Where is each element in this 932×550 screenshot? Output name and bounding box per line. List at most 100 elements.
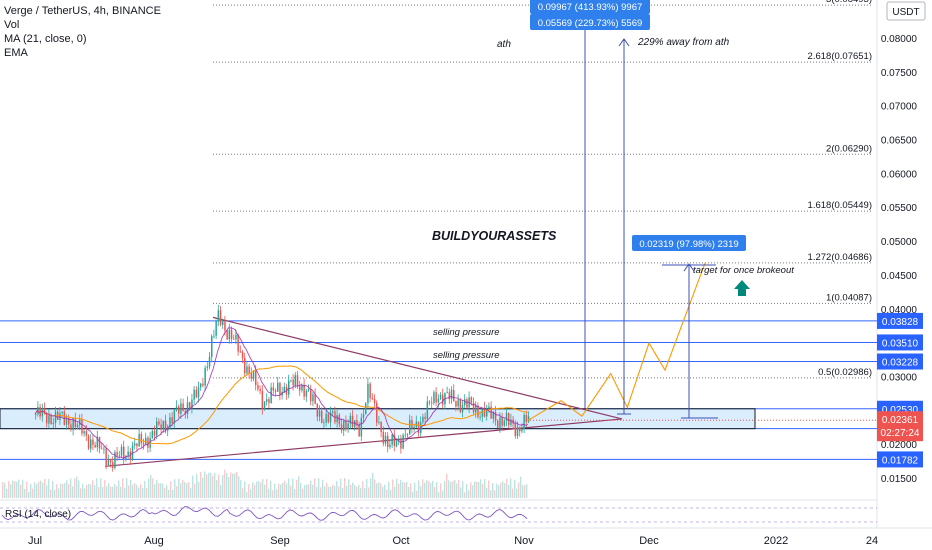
volume-bar [228, 476, 230, 498]
current-price-badge [877, 411, 923, 442]
volume-bar [146, 488, 148, 498]
volume-bar [134, 483, 136, 498]
candle-body [329, 412, 332, 423]
measure-arrowhead-target [683, 263, 695, 272]
volume-bar [190, 487, 192, 498]
level-price-badge-text: 0.03228 [882, 358, 919, 369]
level-price-badge-text: 0.03510 [882, 338, 919, 349]
candle-body [195, 389, 198, 398]
volume-bar [476, 481, 478, 498]
volume-bar [464, 492, 466, 498]
volume-bar [48, 479, 50, 498]
candle-body [48, 415, 50, 424]
volume-bar [40, 480, 42, 498]
candle-body [510, 419, 512, 425]
candle-body [428, 401, 431, 403]
currency-button[interactable] [886, 1, 926, 21]
candle-body [307, 389, 310, 391]
candle-body [160, 424, 162, 430]
fib-level-label: 0.5(0.02986) [818, 367, 872, 378]
volume-bar [66, 480, 68, 498]
volume-bar [170, 481, 172, 498]
candle-body [334, 411, 336, 423]
volume-bar [38, 481, 40, 498]
volume-bar [164, 487, 166, 498]
candle-body [257, 385, 259, 390]
candle-body [41, 407, 44, 417]
volume-bar [362, 481, 364, 498]
candle-body [519, 427, 521, 432]
ascending-trendline[interactable] [104, 418, 623, 467]
volume-bar [438, 492, 440, 498]
candle-body [490, 406, 492, 419]
candle-body [446, 392, 448, 394]
candle-body [461, 405, 464, 413]
volume-bar [492, 483, 494, 498]
candle-body [215, 320, 217, 336]
volume-bar [264, 484, 266, 498]
volume-bar [144, 480, 146, 498]
candle-body [400, 439, 402, 449]
candle-body [180, 403, 182, 414]
price-tick-label: 0.06500 [881, 136, 918, 147]
candle-body [164, 420, 167, 431]
candle-body [508, 413, 510, 425]
candle-body [424, 416, 426, 419]
candle-body [292, 379, 294, 386]
volume-bar [10, 484, 12, 498]
volume-bar [312, 484, 314, 498]
volume-bar [216, 479, 218, 498]
volume-bar [358, 484, 360, 498]
volume-bar [424, 482, 426, 498]
volume-bar [516, 488, 518, 498]
volume-bar [150, 474, 152, 498]
volume-bar [266, 479, 268, 498]
fib-level-label: 2.618(0.07651) [808, 51, 872, 62]
candle-body [466, 399, 468, 408]
volume-bar [160, 483, 162, 498]
volume-bar [80, 488, 82, 498]
volume-bar [136, 485, 138, 498]
volume-bar [168, 489, 170, 498]
candle-body [233, 338, 235, 340]
volume-bar [126, 478, 128, 498]
projected-path[interactable] [527, 263, 706, 421]
volume-bar [152, 478, 154, 498]
volume-bar [284, 480, 286, 498]
volume-bar [422, 479, 424, 498]
volume-bar [248, 484, 250, 498]
volume-bar [250, 489, 252, 498]
volume-bar [96, 478, 98, 498]
candle-body [413, 426, 415, 429]
candle-body [314, 394, 316, 404]
candle-body [378, 421, 380, 423]
volume-bar [102, 486, 104, 498]
volume-bar [408, 486, 410, 498]
volume-bar [434, 487, 436, 498]
ema-line [34, 365, 528, 445]
volume-bar [416, 490, 418, 498]
candle-body [79, 418, 81, 425]
volume-bar [130, 479, 132, 498]
candle-body [288, 380, 290, 395]
candle-body [74, 418, 77, 427]
descending-trendline[interactable] [212, 316, 623, 420]
candle-body [50, 415, 52, 424]
volume-bar [294, 488, 296, 498]
candle-body [239, 351, 242, 353]
volume-bar [326, 482, 328, 498]
volume-bar [254, 484, 256, 498]
volume-bar [278, 483, 280, 498]
volume-bar [138, 487, 140, 498]
candle-body [217, 310, 220, 321]
candle-body [290, 379, 292, 381]
candle-body [85, 431, 88, 436]
volume-bar [70, 478, 72, 498]
volume-bar [230, 472, 232, 498]
candle-body [299, 386, 301, 391]
time-tick-label: Aug [144, 535, 164, 547]
price-tick-label: 0.08000 [881, 34, 918, 45]
price-tick-label: 0.02000 [881, 440, 918, 451]
